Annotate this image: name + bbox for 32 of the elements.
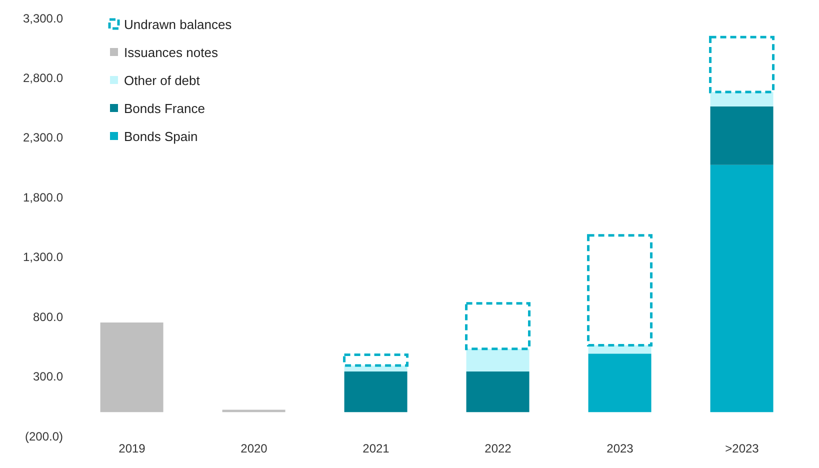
x-tick-label: 2020 [240, 442, 268, 456]
x-tick-label: 2021 [362, 442, 390, 456]
legend-label: Bonds Spain [124, 128, 198, 144]
bar [343, 354, 409, 367]
y-tick-label: 3,300.0 [22, 11, 64, 26]
bar [587, 234, 653, 346]
y-tick-label: 2,800.0 [22, 70, 64, 85]
x-tick-label: 2022 [484, 442, 512, 456]
y-tick-label: 1,300.0 [22, 250, 64, 264]
bar [222, 410, 286, 412]
bar [709, 36, 775, 94]
y-tick-label: 800.0 [32, 310, 64, 324]
bar [588, 354, 652, 412]
legend-label: Bonds France [124, 100, 205, 116]
y-tick-label: 1,800.0 [22, 190, 64, 204]
y-tick-label: 2,300.0 [22, 130, 64, 145]
bar [466, 348, 530, 372]
bar [344, 372, 408, 412]
bar [710, 164, 774, 412]
legend-label: Issuances notes [124, 44, 218, 60]
bar [466, 372, 530, 412]
legend-label: Other of debt [124, 72, 200, 88]
bar [710, 106, 774, 165]
x-tick-label: 2023 [606, 442, 634, 456]
x-tick-label: >2023 [725, 442, 760, 456]
legend-label: Undrawn balances [124, 16, 232, 32]
bar [465, 302, 531, 350]
x-tick-label: 2019 [118, 442, 146, 456]
y-tick-label: 300.0 [32, 370, 64, 384]
y-tick-label: (200.0) [24, 429, 63, 444]
bar [710, 92, 774, 106]
bar [100, 322, 164, 412]
